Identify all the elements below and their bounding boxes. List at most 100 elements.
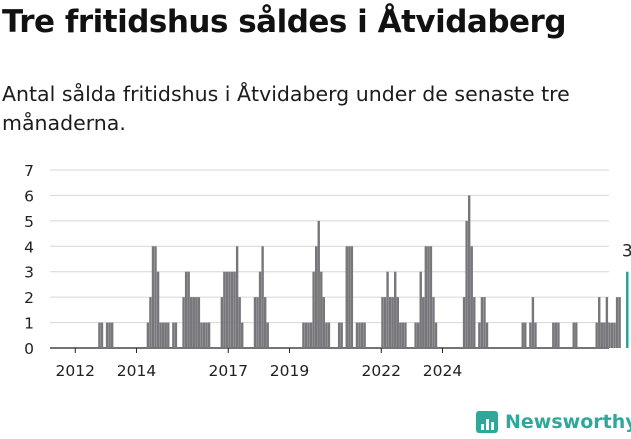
bar	[404, 322, 407, 348]
bar	[521, 322, 524, 348]
bar	[230, 271, 234, 348]
bar	[340, 322, 343, 348]
bar	[424, 246, 428, 348]
bar	[207, 322, 211, 348]
bar	[154, 246, 157, 348]
bar	[381, 297, 384, 348]
bar	[261, 246, 264, 348]
bar	[485, 322, 489, 348]
bar	[327, 322, 331, 348]
bar	[422, 297, 425, 348]
bar	[184, 271, 188, 348]
bar	[172, 322, 175, 348]
bar	[603, 322, 606, 348]
newsworthy-logo: Newsworthy	[476, 408, 631, 436]
bar	[524, 322, 527, 348]
bar	[554, 322, 558, 348]
bar	[358, 322, 361, 348]
grid-lines	[50, 169, 609, 349]
chart-title: Tre fritidshus såldes i Åtvidaberg	[2, 4, 567, 40]
bar	[307, 322, 310, 348]
y-tick-label: 2	[24, 289, 34, 307]
bar	[345, 246, 348, 348]
bar	[105, 322, 109, 348]
bar	[167, 322, 170, 348]
bar-latest	[626, 271, 629, 348]
bar	[161, 322, 165, 348]
x-tick-label: 2014	[117, 362, 156, 380]
brand-name: Newsworthy	[505, 411, 631, 433]
bar	[600, 322, 603, 348]
bar	[317, 220, 320, 348]
y-tick-label: 5	[24, 213, 34, 231]
bar	[473, 297, 476, 348]
x-axis: 2012 2014 2017 2019 2022 2024	[56, 348, 462, 380]
bar	[427, 246, 430, 348]
bar	[615, 297, 619, 348]
bar	[263, 297, 267, 348]
bar	[200, 322, 203, 348]
bar	[233, 271, 236, 348]
bar	[401, 322, 405, 348]
y-tick-label: 3	[24, 264, 34, 282]
chart-subtitle: Antal sålda fritidshus i Åtvidaberg unde…	[2, 82, 570, 135]
bar	[258, 271, 262, 348]
x-tick-label: 2012	[56, 362, 95, 380]
bar	[98, 322, 101, 348]
bar	[197, 297, 201, 348]
bar	[205, 322, 208, 348]
bar	[432, 297, 435, 348]
bar	[223, 271, 226, 348]
bar	[396, 297, 399, 348]
bar	[256, 297, 259, 348]
bar	[320, 271, 323, 348]
bar	[416, 322, 420, 348]
bar	[529, 322, 532, 348]
y-tick-label: 0	[24, 340, 34, 358]
x-tick-label: 2019	[270, 362, 309, 380]
bar	[386, 271, 389, 348]
bar	[478, 322, 481, 348]
bar	[202, 322, 206, 348]
bar	[238, 297, 241, 348]
bar	[383, 297, 387, 348]
bar	[610, 322, 614, 348]
bar	[598, 297, 601, 348]
bar	[618, 297, 621, 348]
bar	[608, 322, 611, 348]
bar	[304, 322, 308, 348]
bar	[391, 297, 394, 348]
bar	[253, 297, 257, 348]
latest-value-label: 3	[622, 242, 631, 262]
bar	[100, 322, 104, 348]
bar	[174, 322, 178, 348]
bar	[399, 322, 402, 348]
bar	[595, 322, 598, 348]
bar	[429, 246, 433, 348]
x-tick-label: 2024	[423, 362, 462, 380]
bar	[325, 322, 328, 348]
bar	[419, 271, 422, 348]
bar	[149, 297, 152, 348]
x-tick-label: 2017	[209, 362, 248, 380]
bar	[159, 322, 162, 348]
bar	[187, 271, 190, 348]
y-tick-label: 4	[24, 238, 34, 256]
bar	[235, 246, 239, 348]
y-tick-label: 7	[24, 162, 34, 180]
bar	[613, 322, 616, 348]
bar	[462, 297, 466, 348]
y-tick-label: 6	[24, 187, 34, 205]
bar	[572, 322, 575, 348]
bar	[314, 246, 318, 348]
bar	[195, 297, 198, 348]
bar	[312, 271, 315, 348]
bar	[151, 246, 155, 348]
bar	[220, 297, 224, 348]
bar	[322, 297, 326, 348]
bar	[534, 322, 537, 348]
bar	[605, 297, 609, 348]
y-tick-label: 1	[24, 315, 34, 333]
bar	[146, 322, 150, 348]
